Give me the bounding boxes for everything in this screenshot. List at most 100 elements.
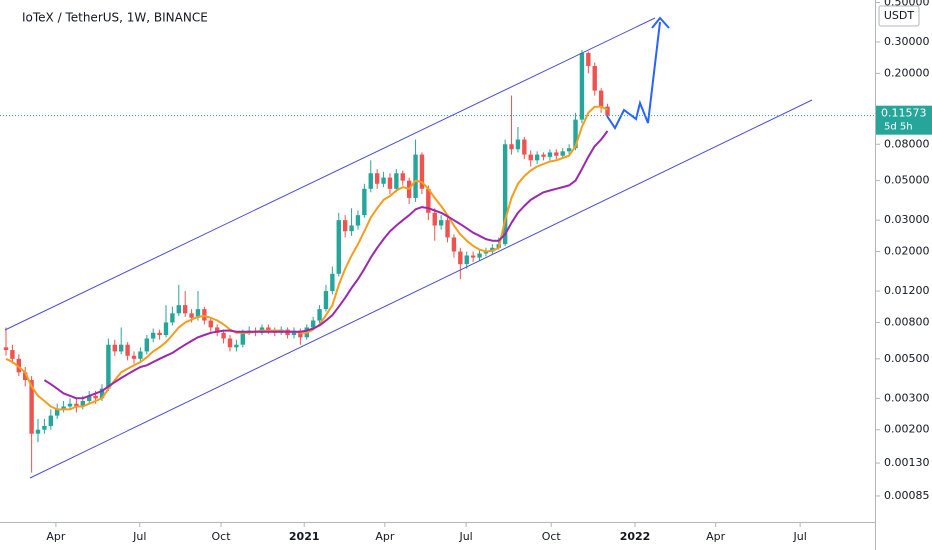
x-tick-label: 2022 xyxy=(620,530,651,543)
candle-body xyxy=(368,173,373,189)
price-axis: 0.50000 0.30000 0.20000 0.08000 0.05000 0.030… xyxy=(875,0,930,502)
candle-body xyxy=(464,255,469,265)
candle-body xyxy=(445,220,450,238)
y-tick-label: 0.00085 xyxy=(884,489,930,502)
x-tick-label: Jul xyxy=(132,530,146,543)
candle-body xyxy=(394,173,399,189)
candle-body xyxy=(515,139,521,150)
x-tick-label: Oct xyxy=(212,530,232,543)
candle-body xyxy=(483,251,489,254)
candle-body xyxy=(35,429,41,434)
candle-body xyxy=(509,144,514,150)
candle-body xyxy=(349,225,354,232)
candle-body xyxy=(118,344,124,352)
candle-body xyxy=(592,65,597,91)
candle-body xyxy=(3,347,9,351)
candle-body xyxy=(23,372,28,381)
candle-body xyxy=(502,144,508,245)
candle-body xyxy=(298,330,303,338)
candle-body xyxy=(355,215,361,226)
candle-body xyxy=(266,327,271,331)
candle-body xyxy=(528,154,533,161)
y-tick-label: 0.00200 xyxy=(884,423,930,436)
candle-body xyxy=(317,309,322,321)
candle-body xyxy=(176,305,181,314)
x-tick-label: Jul xyxy=(792,530,806,543)
candle-body xyxy=(605,106,610,116)
moving-average-line xyxy=(5,105,608,411)
candle-body xyxy=(522,139,527,155)
y-tick-label: 0.08000 xyxy=(884,137,930,150)
candle-body xyxy=(554,152,559,156)
candle-body xyxy=(566,148,572,152)
candle-body xyxy=(573,119,578,149)
x-tick-label: Oct xyxy=(542,530,562,543)
candle-body xyxy=(451,237,457,252)
candle-body xyxy=(374,173,380,184)
candle-body xyxy=(362,188,367,216)
last-price-label: 0.11573 xyxy=(881,107,927,120)
candle-body xyxy=(470,255,476,258)
y-tick-label: 0.00130 xyxy=(884,456,930,469)
candle-body xyxy=(541,154,546,157)
candle-body xyxy=(182,305,188,314)
currency-box xyxy=(878,5,920,27)
candle-body xyxy=(99,388,105,399)
y-tick-label: 0.02000 xyxy=(884,245,930,258)
projection-arrowhead xyxy=(651,16,670,29)
currency-label: USDT xyxy=(884,9,915,22)
candle-body xyxy=(195,309,201,318)
candle-body xyxy=(330,273,335,292)
last-price-box xyxy=(876,105,932,135)
y-tick-label: 0.00300 xyxy=(884,391,930,404)
candle-body xyxy=(534,154,540,161)
x-tick-label: 2021 xyxy=(289,530,320,543)
candle-body xyxy=(80,400,86,407)
candle-body xyxy=(579,53,585,120)
y-tick-label: 0.50000 xyxy=(884,0,930,8)
candle-body xyxy=(74,403,79,407)
candle-body xyxy=(150,332,156,339)
candle-body xyxy=(221,332,226,339)
candle-body xyxy=(125,344,130,356)
candle-body xyxy=(291,330,297,336)
candle-body xyxy=(42,425,47,430)
candle-body xyxy=(202,309,207,321)
projection-path xyxy=(606,21,661,130)
candle-body xyxy=(413,154,418,198)
y-tick-label: 0.01200 xyxy=(884,284,930,297)
candle-body xyxy=(112,344,117,352)
candle-body xyxy=(93,395,98,399)
channel-lower xyxy=(29,99,813,479)
candle-body xyxy=(163,322,169,336)
plot-area xyxy=(3,50,610,473)
channel-upper xyxy=(4,17,656,331)
candle-body xyxy=(138,351,143,359)
candle-body xyxy=(131,355,137,359)
candle-body xyxy=(106,344,111,389)
candle-body xyxy=(208,320,213,328)
x-tick-label: Apr xyxy=(46,530,66,543)
x-tick-label: Apr xyxy=(375,530,395,543)
candle-body xyxy=(310,320,316,328)
candle-body xyxy=(438,220,444,226)
candle-body xyxy=(458,251,463,265)
candle-body xyxy=(240,332,245,345)
countdown-label: 5d 5h xyxy=(884,122,913,133)
candle-body xyxy=(560,151,565,156)
candle-body xyxy=(336,220,341,274)
candle-body xyxy=(426,188,431,213)
candle-body xyxy=(598,90,604,107)
y-tick-label: 0.20000 xyxy=(884,66,930,79)
y-tick-label: 0.03000 xyxy=(884,213,930,226)
candle-body xyxy=(381,177,386,184)
candle-body xyxy=(16,358,22,373)
chart-title: IoTeX / TetherUS, 1W, BINANCE xyxy=(22,11,208,25)
candle-body xyxy=(170,313,175,323)
candle-body xyxy=(61,406,66,410)
candle-body xyxy=(214,327,220,333)
candle-body xyxy=(144,338,149,352)
candle-body xyxy=(400,173,405,181)
candle-body xyxy=(29,380,34,434)
